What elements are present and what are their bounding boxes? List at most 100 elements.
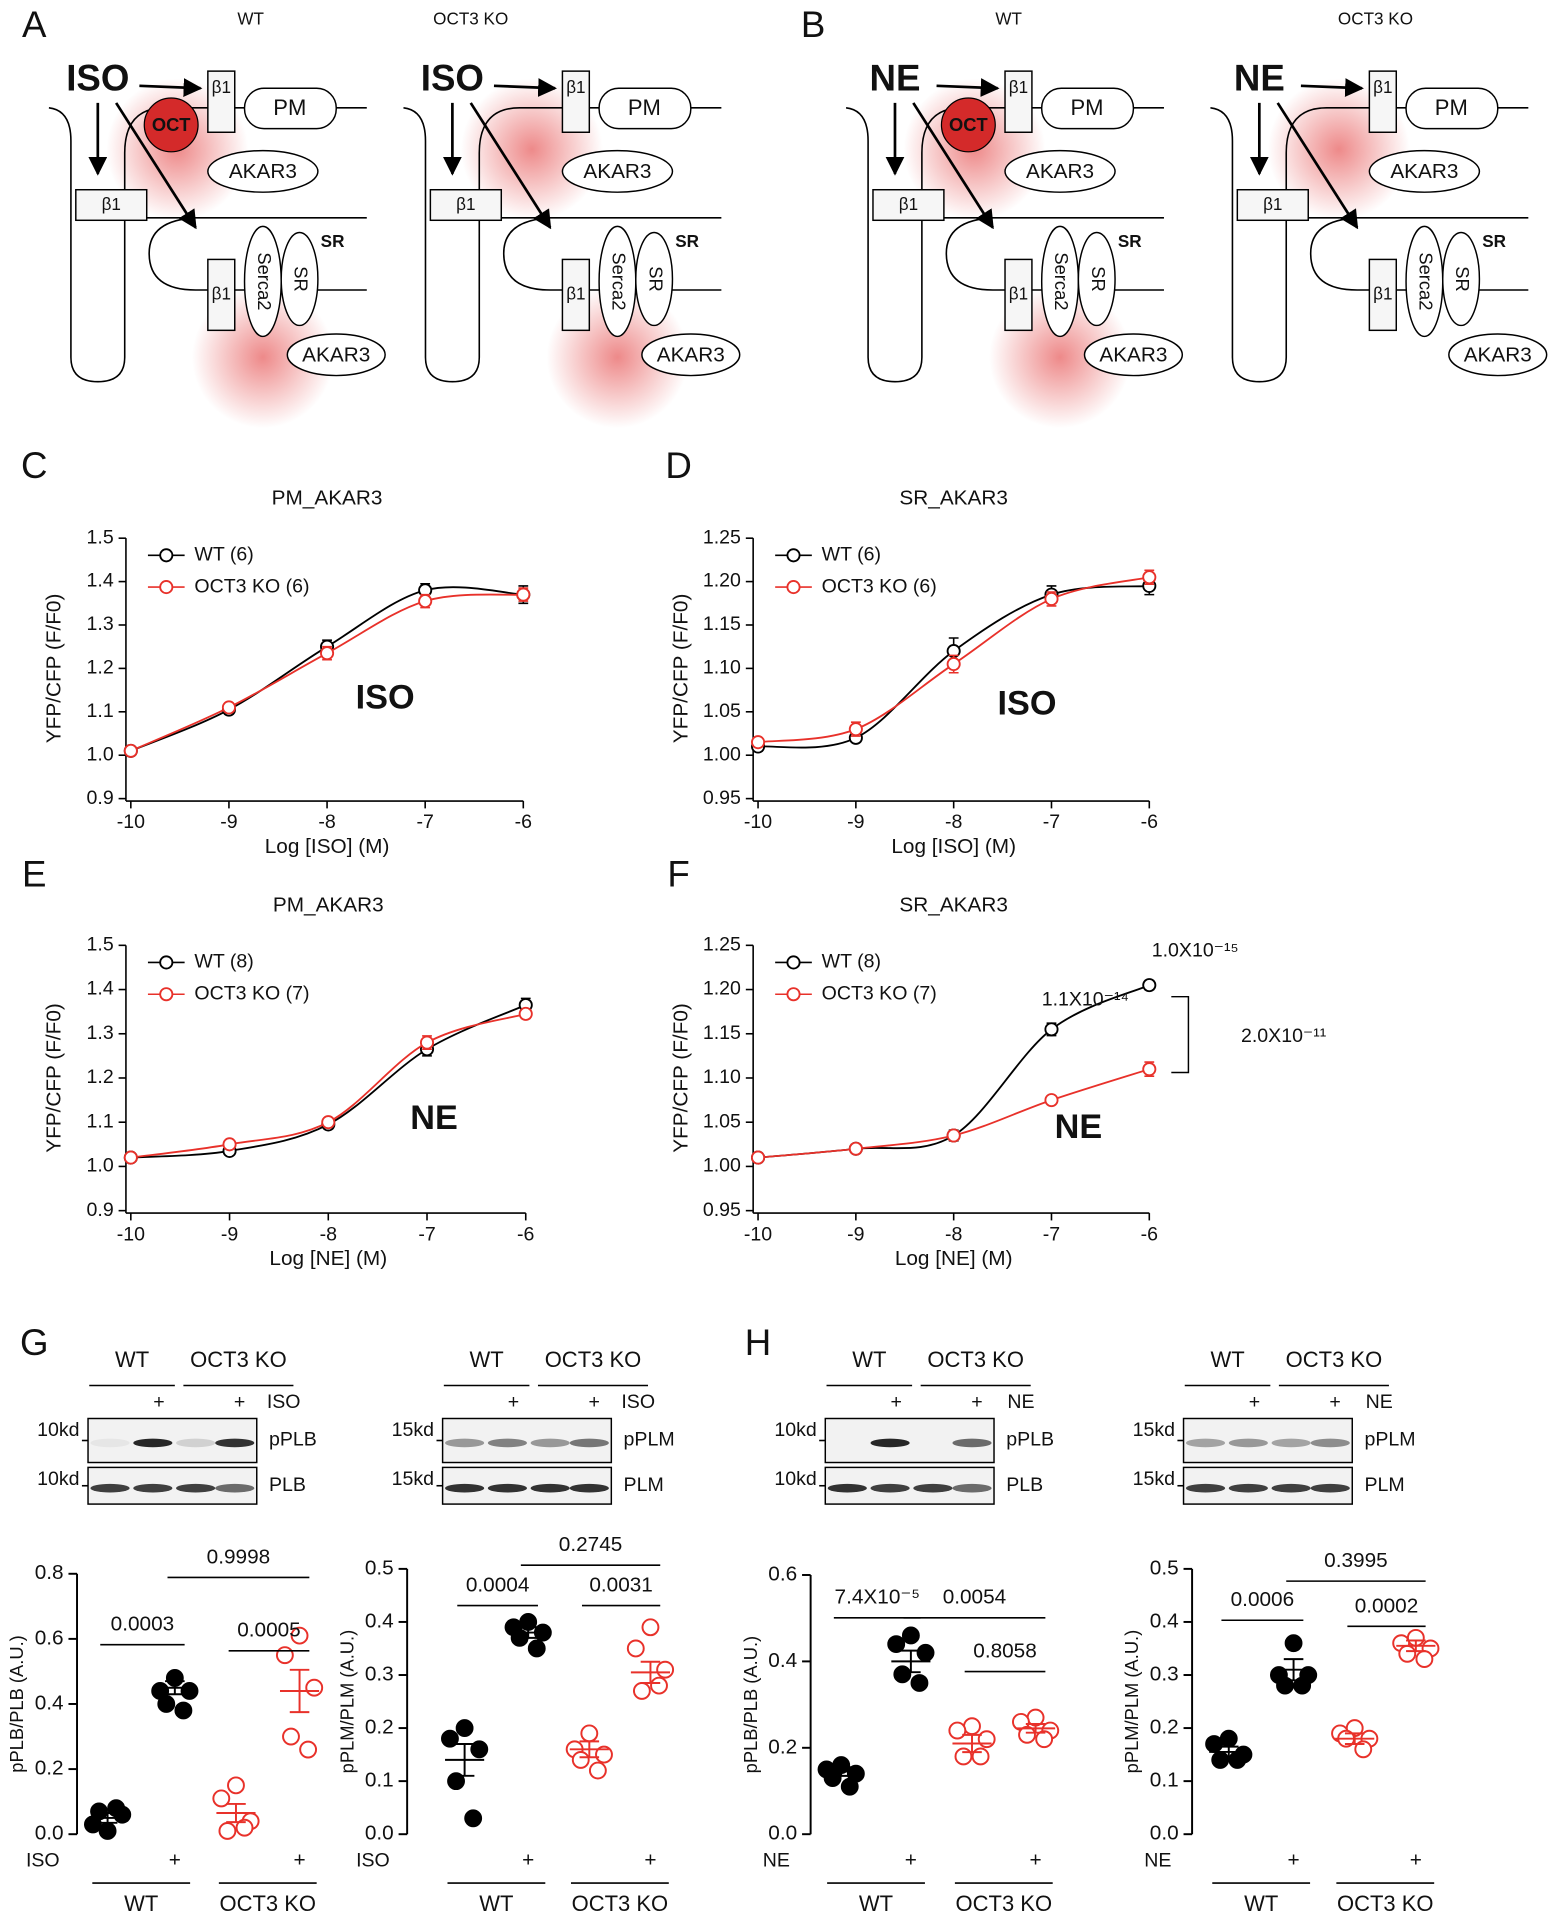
receptor-box xyxy=(561,258,591,332)
p-value: 0.2745 xyxy=(559,1533,623,1556)
sensor xyxy=(1004,149,1116,193)
data-point xyxy=(221,700,236,715)
panel-label: C xyxy=(21,445,47,486)
receptor-label: β1 xyxy=(899,195,918,214)
y-tick-label: 1.15 xyxy=(703,613,741,635)
data-point xyxy=(1044,1093,1059,1108)
y-tick-label: 0.2 xyxy=(768,1735,797,1758)
data-point xyxy=(455,1719,474,1737)
y-tick-label: 0.0 xyxy=(365,1822,394,1845)
data-point xyxy=(98,1822,117,1840)
blot-band xyxy=(530,1483,570,1493)
treatment-label: ISO xyxy=(356,1849,390,1871)
data-point xyxy=(1044,1022,1059,1037)
blot-band xyxy=(530,1438,570,1448)
panel-label: F xyxy=(667,854,689,895)
y-tick-label: 1.0 xyxy=(87,743,114,765)
sensor xyxy=(561,149,674,193)
y-tick-label: 1.2 xyxy=(87,1066,114,1088)
data-point xyxy=(571,1750,590,1769)
sem-bar xyxy=(640,1660,661,1684)
sr-label: SR xyxy=(1482,232,1506,251)
x-axis-label: Log [ISO] (M) xyxy=(265,835,390,858)
sem-bar xyxy=(518,1626,538,1639)
data-point xyxy=(1276,1676,1294,1695)
blot-band xyxy=(827,1483,867,1493)
annotation: NE xyxy=(410,1099,458,1137)
receptor-box xyxy=(75,188,148,222)
chart-title: PM_AKAR3 xyxy=(272,487,383,510)
group-label: WT xyxy=(115,1347,149,1372)
data-point xyxy=(447,1772,465,1791)
sem-bar xyxy=(579,1740,600,1759)
data-point xyxy=(650,1676,668,1695)
sensor-label: AKAR3 xyxy=(583,160,651,183)
x-tick-label: -10 xyxy=(117,811,145,833)
pump-label: Serca2 xyxy=(1051,252,1072,310)
y-tick-label: 0.4 xyxy=(768,1649,797,1672)
data-point xyxy=(174,1701,193,1720)
ligand-label: NE xyxy=(1234,58,1285,99)
treatment-plus: + xyxy=(1329,1391,1340,1413)
legend-marker xyxy=(159,955,174,970)
y-tick-label: 1.4 xyxy=(87,978,114,1000)
y-axis-label: YFP/CFP (F/F0) xyxy=(670,1003,693,1153)
data-point xyxy=(1293,1676,1312,1695)
receptor-box xyxy=(207,258,236,332)
data-point xyxy=(626,1639,645,1658)
legend-label: OCT3 KO (6) xyxy=(822,575,937,597)
y-tick-label: 0.3 xyxy=(365,1662,394,1685)
legend-label: WT (8) xyxy=(194,951,253,973)
data-point xyxy=(1211,1750,1230,1769)
sr-protein-label: SR xyxy=(1452,266,1473,291)
legend-marker xyxy=(786,548,801,563)
sensor-label: AKAR3 xyxy=(302,343,370,366)
sensor-label: AKAR3 xyxy=(1390,160,1458,183)
treatment-plus: + xyxy=(234,1391,245,1413)
data-point xyxy=(1354,1740,1373,1759)
p-value: 0.0006 xyxy=(1231,1588,1295,1611)
sem-bar xyxy=(962,1733,982,1754)
sensor xyxy=(641,333,741,377)
treatment-label: ISO xyxy=(26,1849,60,1871)
pump-label: Serca2 xyxy=(1416,252,1437,310)
sr-protein-label: SR xyxy=(291,266,312,291)
blot-band xyxy=(870,1483,910,1493)
data-point xyxy=(1044,591,1059,606)
data-point xyxy=(418,594,433,609)
y-tick-label: 1.2 xyxy=(87,657,114,679)
x-tick-label: -10 xyxy=(744,1223,772,1245)
band-label: PLB xyxy=(1006,1474,1043,1496)
receptor-box xyxy=(1236,188,1309,222)
data-point xyxy=(123,1150,138,1165)
sr-protein-label: SR xyxy=(1088,266,1109,291)
annotation: ISO xyxy=(998,685,1057,723)
x-tick-label: -9 xyxy=(847,811,864,833)
blot-band xyxy=(569,1438,609,1448)
y-tick-label: 0.9 xyxy=(87,787,114,809)
size-label: 10kd xyxy=(774,1468,816,1490)
size-label: 10kd xyxy=(37,1419,79,1441)
x-tick-label: -8 xyxy=(945,1223,963,1245)
data-point xyxy=(464,1809,483,1828)
data-point xyxy=(971,1747,990,1766)
legend-label: OCT3 KO (7) xyxy=(822,982,937,1004)
y-tick-label: 1.25 xyxy=(703,526,741,548)
band-label: PLB xyxy=(269,1474,306,1496)
y-axis-label: pPLM/PLM (A.U.) xyxy=(1121,1630,1142,1774)
transporter xyxy=(940,97,996,153)
data-point xyxy=(299,1740,318,1759)
ligand-label: NE xyxy=(870,58,921,99)
blot-band xyxy=(569,1483,609,1493)
sensor-label: AKAR3 xyxy=(1099,343,1167,366)
size-label: 10kd xyxy=(774,1419,816,1441)
data-point xyxy=(751,735,766,750)
sensor xyxy=(1083,333,1184,377)
sensor-label: AKAR3 xyxy=(657,343,725,366)
data-point xyxy=(948,1721,967,1740)
data-point xyxy=(470,1740,489,1759)
y-tick-label: 0.1 xyxy=(1150,1769,1179,1792)
sr-label: SR xyxy=(1118,232,1142,251)
x-tick-label: + xyxy=(644,1849,656,1872)
y-tick-label: 1.4 xyxy=(87,570,114,592)
